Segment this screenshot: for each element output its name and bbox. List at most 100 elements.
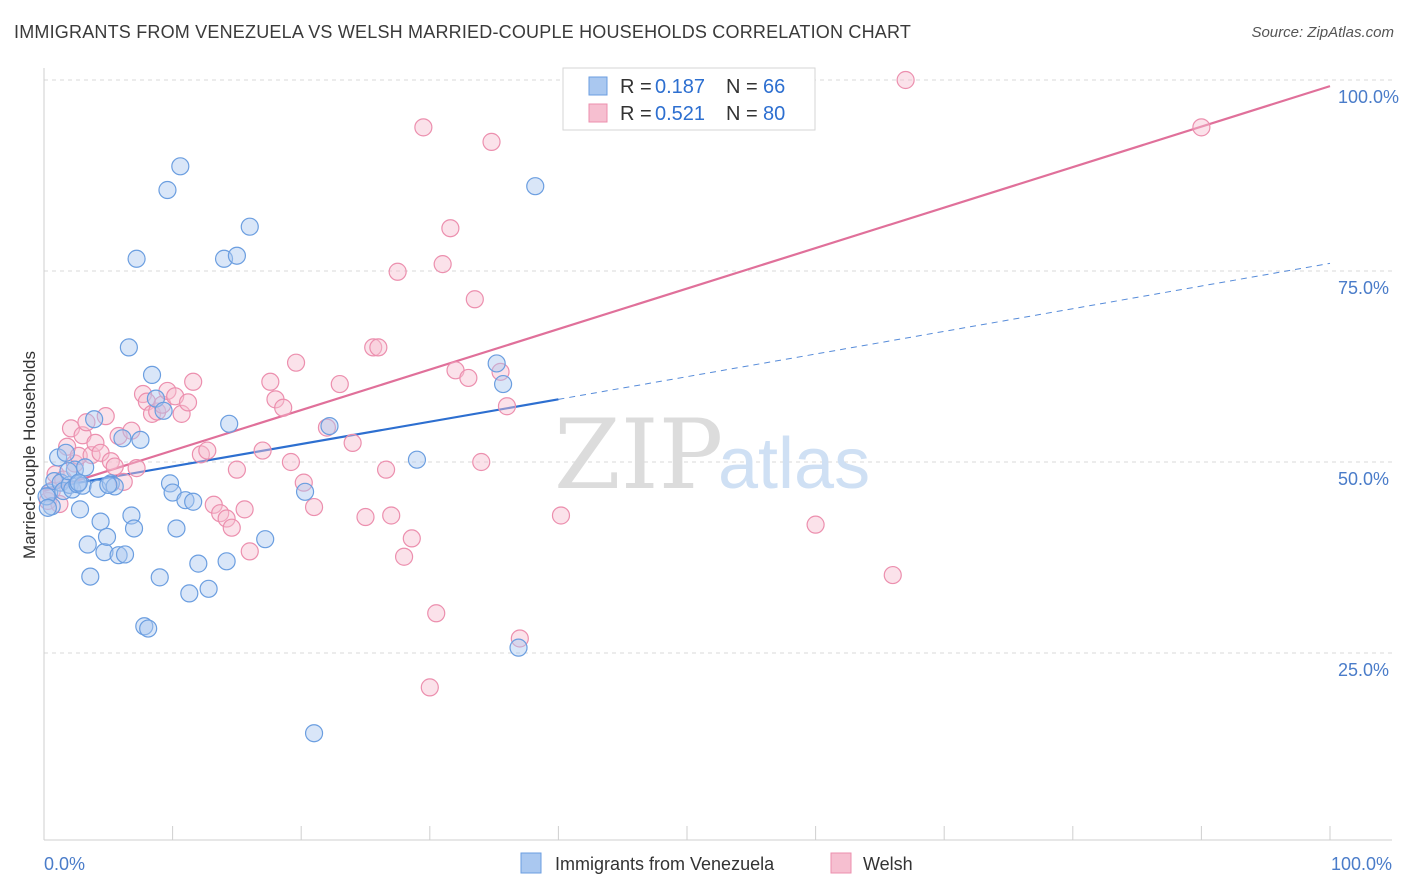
data-point-venezuela bbox=[45, 472, 64, 491]
bottom-legend-swatch-welsh bbox=[830, 852, 852, 874]
data-point-welsh bbox=[459, 368, 478, 388]
bottom-legend-swatch-venezuela bbox=[520, 852, 542, 874]
data-point-welsh bbox=[330, 374, 349, 394]
data-point-venezuela bbox=[304, 724, 324, 743]
data-point-welsh bbox=[388, 262, 407, 281]
venezuela-points bbox=[37, 157, 545, 743]
data-point-venezuela bbox=[154, 401, 173, 420]
source-label: Source: ZipAtlas.com bbox=[1251, 24, 1394, 41]
data-point-venezuela bbox=[113, 429, 132, 448]
data-point-welsh bbox=[402, 529, 421, 548]
legend-r-value-venezuela: 0.187 bbox=[655, 76, 705, 98]
data-point-venezuela bbox=[105, 477, 124, 496]
x-tick-marks bbox=[172, 826, 1331, 840]
data-point-welsh bbox=[465, 290, 484, 309]
legend-n-value-venezuela: 66 bbox=[763, 76, 785, 98]
data-point-welsh bbox=[235, 500, 254, 519]
data-point-welsh bbox=[414, 118, 433, 137]
legend-r-label-welsh: R = bbox=[620, 103, 652, 125]
data-point-welsh bbox=[343, 433, 362, 452]
data-point-venezuela bbox=[217, 552, 236, 571]
data-point-welsh bbox=[420, 678, 439, 697]
data-point-venezuela bbox=[526, 177, 545, 196]
data-point-welsh bbox=[510, 629, 529, 648]
data-point-venezuela bbox=[131, 430, 150, 449]
data-point-venezuela bbox=[158, 180, 177, 200]
welsh-points bbox=[38, 70, 1211, 697]
data-point-venezuela bbox=[407, 450, 427, 469]
data-point-venezuela bbox=[150, 568, 169, 587]
data-point-venezuela bbox=[56, 443, 75, 462]
legend: R = 0.187 N = 66 R = 0.521 N = 80 bbox=[562, 67, 816, 131]
data-point-welsh bbox=[96, 407, 115, 426]
data-point-venezuela bbox=[119, 338, 138, 357]
data-point-venezuela bbox=[494, 374, 513, 394]
legend-swatch-welsh bbox=[588, 103, 608, 123]
y-tick-label: 75.0% bbox=[1338, 278, 1389, 298]
data-point-venezuela bbox=[97, 527, 117, 546]
data-point-welsh bbox=[222, 518, 241, 537]
data-point-venezuela bbox=[171, 157, 190, 176]
data-point-venezuela bbox=[320, 416, 339, 436]
data-point-welsh bbox=[551, 506, 571, 525]
data-point-welsh bbox=[253, 441, 272, 460]
legend-r-label-venezuela: R = bbox=[620, 76, 652, 98]
data-point-venezuela bbox=[127, 249, 146, 268]
legend-n-label-venezuela: N = bbox=[726, 76, 758, 98]
data-point-welsh bbox=[61, 419, 81, 438]
data-point-venezuela bbox=[227, 246, 246, 265]
data-point-venezuela bbox=[91, 512, 110, 531]
data-point-venezuela bbox=[115, 545, 135, 564]
data-point-venezuela bbox=[69, 473, 88, 492]
bottom-legend-label-welsh: Welsh bbox=[863, 854, 913, 874]
data-point-welsh bbox=[178, 393, 198, 412]
trend-line-welsh bbox=[43, 85, 1331, 493]
y-axis-label: Married-couple Households bbox=[20, 351, 39, 559]
data-point-venezuela bbox=[59, 462, 78, 481]
x-tick-label-max: 100.0% bbox=[1331, 854, 1392, 874]
data-point-welsh bbox=[427, 604, 446, 623]
data-point-venezuela bbox=[139, 619, 158, 638]
legend-swatch-venezuela bbox=[588, 76, 608, 96]
data-point-welsh bbox=[172, 404, 191, 423]
data-point-venezuela bbox=[38, 498, 57, 517]
data-point-welsh bbox=[364, 338, 383, 357]
data-point-venezuela bbox=[184, 492, 203, 511]
data-point-venezuela bbox=[256, 530, 275, 549]
data-point-venezuela bbox=[81, 567, 100, 586]
data-point-welsh bbox=[127, 459, 146, 478]
data-point-welsh bbox=[274, 398, 293, 417]
data-point-welsh bbox=[382, 506, 401, 525]
data-point-welsh bbox=[281, 452, 301, 472]
gridlines bbox=[44, 79, 1392, 654]
data-point-welsh bbox=[240, 542, 259, 561]
data-point-welsh bbox=[105, 457, 124, 476]
data-point-welsh bbox=[227, 460, 246, 479]
y-tick-label: 25.0% bbox=[1338, 660, 1389, 680]
data-point-welsh bbox=[482, 132, 501, 151]
data-point-welsh bbox=[497, 397, 517, 416]
data-point-welsh bbox=[294, 473, 313, 492]
data-point-venezuela bbox=[240, 217, 259, 236]
data-point-welsh bbox=[394, 547, 414, 566]
y-tick-label: 100.0% bbox=[1338, 87, 1399, 107]
data-point-venezuela bbox=[99, 475, 118, 495]
trend-line-venezuela-extension bbox=[558, 262, 1331, 400]
data-point-welsh bbox=[433, 255, 452, 274]
y-tick-labels: 25.0% 50.0% 75.0% 100.0% bbox=[1338, 87, 1399, 680]
data-point-venezuela bbox=[70, 500, 90, 519]
data-point-welsh bbox=[883, 565, 902, 585]
data-point-welsh bbox=[472, 452, 491, 472]
data-point-welsh bbox=[1192, 118, 1211, 137]
bottom-legend: Immigrants from Venezuela Welsh bbox=[520, 852, 913, 874]
data-point-venezuela bbox=[63, 480, 82, 499]
data-point-welsh bbox=[441, 219, 460, 238]
data-point-venezuela bbox=[142, 365, 162, 385]
data-point-venezuela bbox=[109, 546, 128, 565]
chart-title: IMMIGRANTS FROM VENEZUELA VS WELSH MARRI… bbox=[14, 22, 912, 42]
data-point-venezuela bbox=[95, 543, 114, 562]
watermark-zip: ZIP bbox=[554, 399, 723, 511]
data-point-welsh bbox=[198, 441, 217, 460]
data-point-welsh bbox=[261, 372, 280, 391]
legend-n-label-welsh: N = bbox=[726, 103, 758, 125]
